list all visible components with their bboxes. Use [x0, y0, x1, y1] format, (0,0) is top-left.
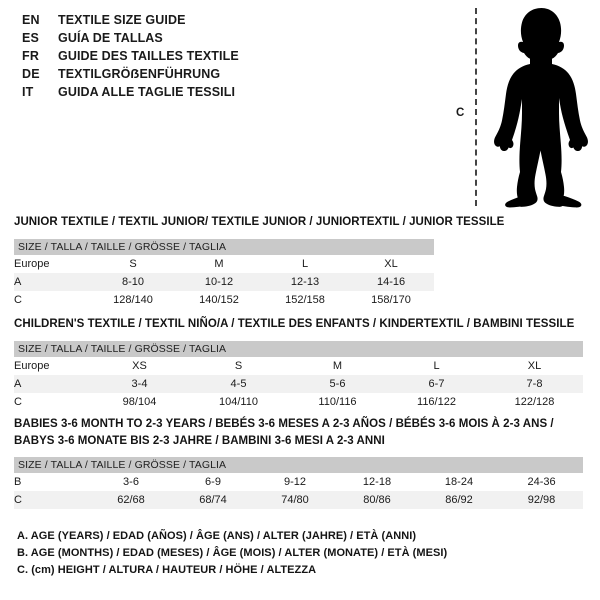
children-row-label-a: A: [14, 374, 90, 393]
children-row-label-europe: Europe: [14, 356, 90, 375]
junior-row-label-europe: Europe: [14, 254, 90, 273]
table-row: A 3-4 4-5 5-6 6-7 7-8: [14, 374, 583, 393]
height-measurement-figure: C: [445, 0, 600, 212]
children-a-c4: 6-7: [387, 374, 486, 393]
babies-b-c5: 18-24: [418, 473, 500, 491]
children-c-c1: 98/104: [90, 392, 189, 411]
language-code-en: EN: [22, 13, 40, 27]
section-title-children: CHILDREN'S TEXTILE / TEXTIL NIÑO/A / TEX…: [14, 318, 575, 330]
junior-a-c4: 14-16: [348, 272, 435, 291]
section-title-junior: JUNIOR TEXTILE / TEXTIL JUNIOR/ TEXTILE …: [14, 216, 505, 228]
babies-b-c3: 9-12: [254, 473, 336, 491]
children-table-header-bar: SIZE / TALLA / TAILLE / GRÖSSE / TAGLIA: [14, 340, 583, 357]
legend-line-b: B. AGE (MONTHS) / EDAD (MESES) / ÂGE (MO…: [17, 547, 448, 559]
children-europe-c2: S: [189, 356, 288, 375]
children-europe-c1: XS: [90, 356, 189, 375]
language-label-es: GUÍA DE TALLAS: [58, 31, 163, 45]
language-code-es: ES: [22, 31, 40, 45]
children-c-c4: 116/122: [387, 392, 486, 411]
children-a-c3: 5-6: [288, 374, 387, 393]
children-row-label-c: C: [14, 392, 90, 411]
section-babies-textile: BABIES 3-6 MONTH TO 2-3 YEARS / BEBÉS 3-…: [14, 416, 584, 509]
junior-a-c2: 10-12: [176, 272, 262, 291]
children-a-c2: 4-5: [189, 374, 288, 393]
junior-header-bar-label: SIZE / TALLA / TAILLE / GRÖSSE / TAGLIA: [14, 238, 435, 255]
babies-row-label-c: C: [14, 491, 90, 509]
language-header-block: EN TEXTILE SIZE GUIDE ES GUÍA DE TALLAS …: [22, 11, 422, 101]
language-label-it: GUIDA ALLE TAGLIE TESSILI: [58, 85, 236, 99]
table-row: C 128/140 140/152 152/158 158/170: [14, 290, 435, 309]
table-row: A 8-10 10-12 12-13 14-16: [14, 272, 435, 291]
children-europe-c5: XL: [486, 356, 583, 375]
language-label-de: TEXTILGRÖẞENFÜHRUNG: [58, 67, 221, 81]
table-row: Europe S M L XL: [14, 254, 435, 273]
language-row-es: ES GUÍA DE TALLAS: [22, 29, 422, 47]
height-dashed-guide-line: [475, 8, 477, 206]
height-measure-label: C: [456, 107, 465, 119]
junior-row-label-c: C: [14, 290, 90, 309]
junior-europe-c1: S: [90, 254, 176, 273]
children-c-c5: 122/128: [486, 392, 583, 411]
children-a-c5: 7-8: [486, 374, 583, 393]
junior-europe-c2: M: [176, 254, 262, 273]
junior-europe-c4: XL: [348, 254, 435, 273]
section-title-babies-line2: BABYS 3-6 MONATE BIS 2-3 JAHRE / BAMBINI…: [14, 434, 385, 447]
language-row-fr: FR GUIDE DES TAILLES TEXTILE: [22, 47, 422, 65]
language-label-en: TEXTILE SIZE GUIDE: [58, 13, 186, 27]
babies-c-c2: 68/74: [172, 491, 254, 509]
table-row: Europe XS S M L XL: [14, 356, 583, 375]
language-row-it: IT GUIDA ALLE TAGLIE TESSILI: [22, 83, 422, 101]
toddler-silhouette-icon: [494, 8, 588, 208]
children-europe-c4: L: [387, 356, 486, 375]
children-size-table: SIZE / TALLA / TAILLE / GRÖSSE / TAGLIA …: [14, 340, 583, 411]
children-a-c1: 3-4: [90, 374, 189, 393]
babies-header-bar-label: SIZE / TALLA / TAILLE / GRÖSSE / TAGLIA: [14, 457, 584, 473]
language-row-en: EN TEXTILE SIZE GUIDE: [22, 11, 422, 29]
language-label-fr: GUIDE DES TAILLES TEXTILE: [58, 49, 239, 63]
measurement-legend: A. AGE (YEARS) / EDAD (AÑOS) / ÂGE (ANS)…: [17, 528, 577, 579]
babies-size-table: SIZE / TALLA / TAILLE / GRÖSSE / TAGLIA …: [14, 457, 584, 509]
language-code-fr: FR: [22, 49, 40, 63]
babies-b-c1: 3-6: [90, 473, 172, 491]
junior-c-c4: 158/170: [348, 290, 435, 309]
babies-c-c4: 80/86: [336, 491, 418, 509]
table-row: B 3-6 6-9 9-12 12-18 18-24 24-36: [14, 473, 584, 491]
language-code-it: IT: [22, 85, 34, 99]
babies-row-label-b: B: [14, 473, 90, 491]
section-title-babies-line1: BABIES 3-6 MONTH TO 2-3 YEARS / BEBÉS 3-…: [14, 418, 554, 430]
legend-line-a: A. AGE (YEARS) / EDAD (AÑOS) / ÂGE (ANS)…: [17, 530, 417, 542]
junior-size-table: SIZE / TALLA / TAILLE / GRÖSSE / TAGLIA …: [14, 238, 435, 309]
legend-line-c: C. (cm) HEIGHT / ALTURA / HAUTEUR / HÖHE…: [17, 564, 317, 576]
babies-c-c6: 92/98: [500, 491, 584, 509]
junior-a-c1: 8-10: [90, 272, 176, 291]
language-row-de: DE TEXTILGRÖẞENFÜHRUNG: [22, 65, 422, 83]
babies-b-c6: 24-36: [500, 473, 584, 491]
junior-europe-c3: L: [262, 254, 348, 273]
junior-a-c3: 12-13: [262, 272, 348, 291]
babies-c-c1: 62/68: [90, 491, 172, 509]
babies-table-header-bar: SIZE / TALLA / TAILLE / GRÖSSE / TAGLIA: [14, 457, 584, 473]
language-code-de: DE: [22, 67, 40, 81]
section-childrens-textile: CHILDREN'S TEXTILE / TEXTIL NIÑO/A / TEX…: [14, 316, 583, 411]
junior-c-c1: 128/140: [90, 290, 176, 309]
babies-c-c5: 86/92: [418, 491, 500, 509]
babies-b-c4: 12-18: [336, 473, 418, 491]
babies-b-c2: 6-9: [172, 473, 254, 491]
junior-c-c2: 140/152: [176, 290, 262, 309]
section-junior-textile: JUNIOR TEXTILE / TEXTIL JUNIOR/ TEXTILE …: [14, 214, 504, 309]
children-c-c2: 104/110: [189, 392, 288, 411]
junior-row-label-a: A: [14, 272, 90, 291]
junior-table-header-bar: SIZE / TALLA / TAILLE / GRÖSSE / TAGLIA: [14, 238, 435, 255]
children-c-c3: 110/116: [288, 392, 387, 411]
table-row: C 62/68 68/74 74/80 80/86 86/92 92/98: [14, 491, 584, 509]
children-europe-c3: M: [288, 356, 387, 375]
junior-c-c3: 152/158: [262, 290, 348, 309]
children-header-bar-label: SIZE / TALLA / TAILLE / GRÖSSE / TAGLIA: [14, 340, 583, 357]
table-row: C 98/104 104/110 110/116 116/122 122/128: [14, 392, 583, 411]
babies-c-c3: 74/80: [254, 491, 336, 509]
